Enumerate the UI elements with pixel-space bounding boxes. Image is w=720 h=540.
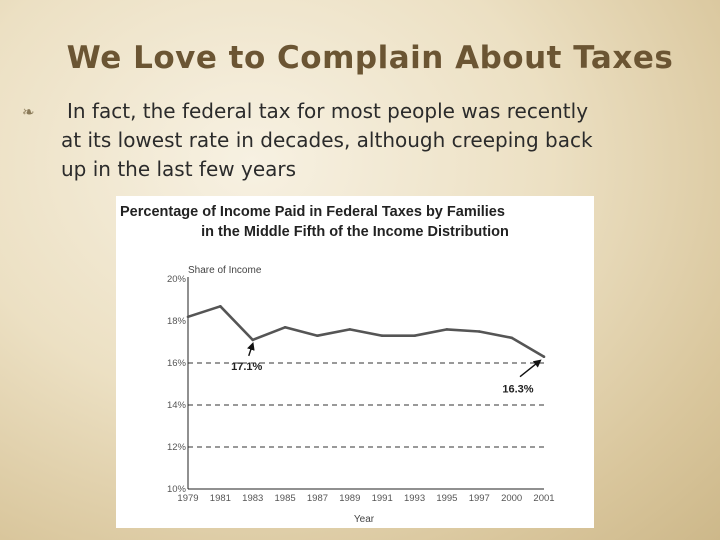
x-tick-label: 1995 [436, 493, 457, 504]
y-tick-label: 12% [167, 442, 187, 453]
y-tick-label: 20% [167, 274, 187, 285]
x-tick-label: 2001 [533, 493, 554, 504]
bullet-line: at its lowest rate in decades, although … [61, 128, 593, 152]
chart-panel: Percentage of Income Paid in Federal Tax… [116, 196, 594, 528]
data-point [283, 326, 287, 329]
x-tick-label: 2000 [501, 493, 522, 504]
bullet-line: up in the last few years [61, 157, 297, 181]
series-line [187, 305, 545, 358]
y-axis-label: Share of Income [188, 265, 262, 276]
annotation-arrow [247, 342, 255, 357]
x-tick-label: 1985 [275, 493, 296, 504]
x-tick-label: 1981 [210, 493, 231, 504]
x-tick-label: 1993 [404, 493, 425, 504]
x-axis-label: Year [354, 514, 375, 525]
slide-title: We Love to Complain About Taxes [66, 40, 674, 76]
data-point [251, 338, 255, 342]
y-tick-label: 10% [167, 484, 187, 495]
bullet-text: ❧ In fact, the federal tax for most peop… [22, 97, 702, 184]
x-tick-label: 1991 [372, 493, 393, 504]
fancy-bullet-icon: ❧ [22, 103, 35, 121]
data-point [316, 334, 319, 337]
annotation-label: 16.3% [502, 384, 533, 396]
data-point [380, 334, 384, 337]
data-point [477, 330, 481, 333]
chart-title: Percentage of Income Paid in Federal Tax… [120, 204, 505, 220]
bullet-line: In fact, the federal tax for most people… [67, 99, 589, 123]
x-tick-label: 1997 [469, 493, 490, 504]
data-point [510, 336, 513, 340]
annotation-label: 17.1% [231, 361, 262, 373]
y-tick-label: 16% [167, 358, 187, 369]
tax-rate-chart: Percentage of Income Paid in Federal Tax… [120, 204, 555, 525]
data-point [348, 328, 352, 331]
data-point [542, 355, 546, 358]
annotation-arrow [519, 359, 542, 378]
y-tick-label: 18% [167, 316, 187, 327]
x-tick-label: 1983 [242, 493, 263, 504]
x-tick-label: 1989 [339, 493, 360, 504]
data-point [186, 315, 190, 319]
x-tick-label: 1987 [307, 493, 328, 504]
chart-subtitle: in the Middle Fifth of the Income Distri… [201, 224, 509, 240]
x-tick-label: 1979 [177, 493, 198, 504]
y-tick-label: 14% [167, 400, 187, 411]
data-point [445, 328, 449, 331]
data-point [413, 334, 416, 337]
data-point [219, 305, 222, 308]
